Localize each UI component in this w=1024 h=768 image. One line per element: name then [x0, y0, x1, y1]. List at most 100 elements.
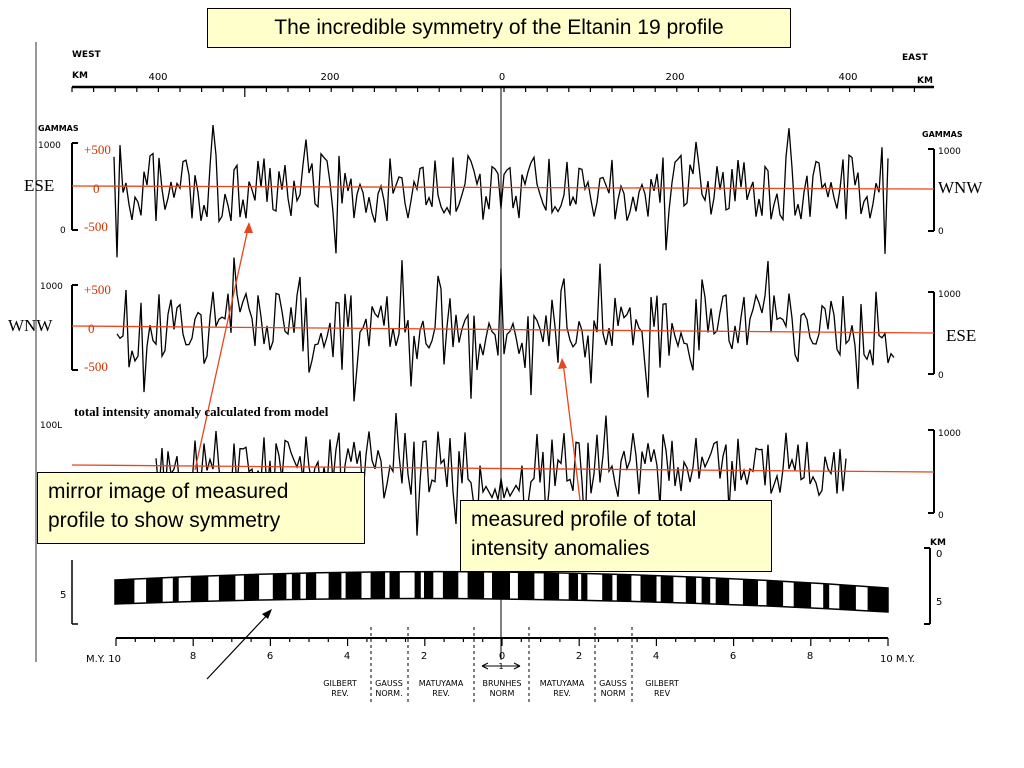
depth-5-left: 5	[60, 590, 66, 601]
tick-minus500-2: -500	[84, 359, 108, 374]
tick-plus500-1: +500	[84, 142, 111, 157]
epoch-label: MATUYAMA	[540, 679, 585, 688]
gamma-1000-left: 1000	[38, 141, 61, 151]
normal-stripe-gap	[178, 565, 191, 617]
normal-stripe-gap	[829, 565, 840, 617]
depth-5-label: 5	[936, 597, 942, 608]
measured-pointer-arrow	[562, 361, 581, 501]
normal-stripe-gap	[559, 565, 569, 617]
km-tick-label: 400	[838, 72, 857, 83]
my-tick-label: 6	[730, 651, 736, 662]
normal-stripe-gap	[729, 565, 743, 617]
normal-stripe-gap	[286, 565, 292, 617]
normal-stripe-gap	[758, 565, 767, 617]
normal-stripe-gap	[696, 565, 702, 617]
epoch-label: REV.	[331, 689, 349, 698]
epoch-label: NORM	[601, 689, 626, 698]
direction-label-wnw-right: WNW	[938, 178, 983, 197]
gamma-scale-right-1	[928, 148, 935, 232]
normal-stripe-gap	[458, 565, 468, 617]
normal-stripe-gap	[300, 565, 306, 617]
km-label-left: KM	[72, 71, 88, 81]
epoch-label: GILBERT	[323, 679, 357, 688]
epoch-boundaries	[370, 627, 633, 705]
distance-axis-ticks	[71, 87, 916, 97]
gammas-label-right: GAMMAS	[922, 130, 963, 139]
normal-stripe-gap	[612, 565, 617, 617]
measured-callout-line: intensity anomalies	[471, 537, 650, 560]
direction-label-wnw-left: WNW	[8, 316, 53, 335]
epoch-label: BRUNHES	[482, 679, 521, 688]
normal-stripe-gap	[361, 565, 371, 617]
km-tick-label: 400	[148, 72, 167, 83]
my-tick-label: 8	[807, 651, 813, 662]
gamma-0-right-3: 0	[938, 511, 944, 521]
gamma-100l-left: 100L	[40, 421, 62, 431]
measured-callout-line: measured profile of total	[471, 508, 697, 531]
normal-stripe-gap	[420, 565, 424, 617]
normal-stripe-gap	[399, 565, 415, 617]
km-tick-label: 0	[499, 72, 505, 83]
normal-stripe-gap	[259, 565, 273, 617]
tick-zero-2: 0	[88, 321, 95, 336]
normal-stripe-gap	[316, 565, 329, 617]
my-tick-label: 6	[267, 651, 273, 662]
gamma-1000-right-2: 1000	[938, 290, 961, 300]
direction-label-ese-left: ESE	[24, 176, 55, 195]
km-tick-label: 200	[665, 72, 684, 83]
measured-callout: measured profile of total intensity anom…	[460, 500, 772, 572]
normal-stripe-gap	[534, 565, 544, 617]
my-tick-label: 8	[190, 651, 196, 662]
gamma-0-right: 0	[938, 227, 944, 237]
west-label: WEST	[72, 50, 102, 60]
km-label-right: KM	[917, 76, 933, 86]
depth-0-label: 0	[936, 549, 942, 560]
epoch-label: NORM	[490, 689, 515, 698]
gamma-1000-left-2: 1000	[40, 282, 63, 292]
my-right-label: 10 M.Y.	[880, 654, 915, 665]
baseline-profile-2	[71, 325, 935, 334]
baseline-profile-3	[71, 464, 935, 473]
normal-stripe-gap	[587, 565, 603, 617]
measured-pointer-arrowhead	[558, 358, 567, 369]
normal-stripe-gap	[134, 565, 147, 617]
magnetic-stripes	[114, 565, 889, 617]
epoch-label: GILBERT	[645, 679, 679, 688]
crust-pointer-arrowhead	[262, 609, 272, 619]
normal-stripe-gap	[433, 565, 443, 617]
direction-label-ese-right: ESE	[946, 326, 977, 345]
km-tick-label: 200	[320, 72, 339, 83]
epoch-labels: GILBERT REV. GAUSS NORM. MATUYAMA REV. B…	[323, 679, 679, 698]
profile-measured	[116, 257, 895, 402]
time-axis-ticks	[115, 638, 889, 646]
normal-stripe-gap	[855, 565, 868, 617]
model-caption: total intensity anomaly calculated from …	[74, 404, 329, 419]
mirror-callout: mirror image of measured profile to show…	[37, 472, 365, 544]
gamma-0-left: 0	[60, 226, 66, 236]
gammas-label-left: GAMMAS	[38, 124, 79, 133]
normal-stripe-gap	[484, 565, 492, 617]
normal-stripe-gap	[578, 565, 582, 617]
mirror-callout-line: mirror image of measured	[48, 480, 289, 503]
slide-title: The incredible symmetry of the Eltanin 1…	[207, 8, 791, 48]
epoch-label: GAUSS	[599, 679, 627, 688]
epoch-label: GAUSS	[375, 679, 403, 688]
my-tick-label: 4	[344, 651, 350, 662]
epoch-label: REV.	[432, 689, 450, 698]
oceanic-crust-block	[115, 571, 888, 612]
normal-stripe-gap	[341, 565, 346, 617]
gamma-1000-right: 1000	[938, 147, 961, 157]
normal-stripe-gap	[710, 565, 716, 617]
normal-stripe-gap	[208, 565, 219, 617]
normal-stripe-gap	[385, 565, 390, 617]
normal-stripe-gap	[783, 565, 794, 617]
mirror-pointer-arrow	[194, 223, 250, 471]
gamma-scale-left-2	[71, 284, 78, 371]
brunhes-span-arrow	[481, 662, 521, 670]
my-tick-label: 0	[499, 651, 505, 662]
depth-scale-left	[71, 560, 78, 625]
baseline-profile-1	[71, 185, 935, 190]
normal-stripe-gap	[235, 565, 244, 617]
mirror-callout-line: profile to show symmetry	[48, 509, 281, 532]
